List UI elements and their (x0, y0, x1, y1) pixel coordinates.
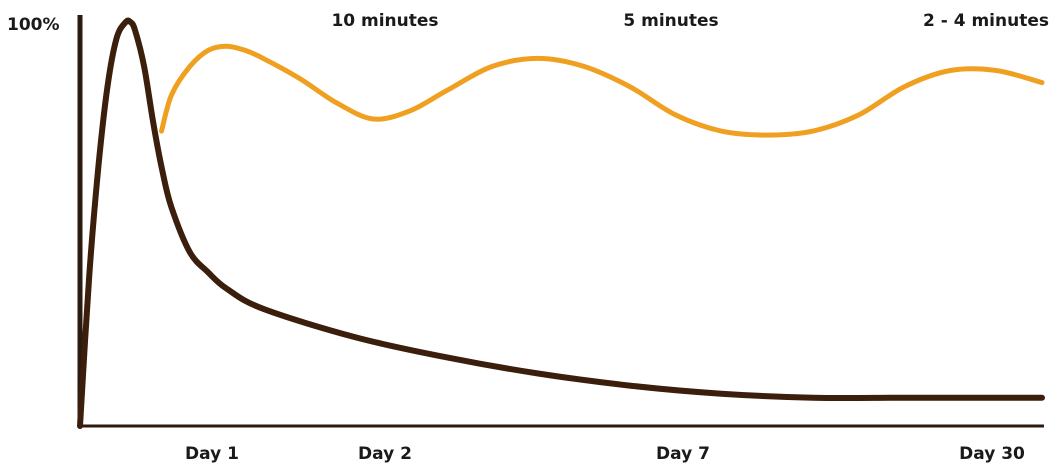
forgetting-curve-line (77, 17, 1045, 429)
annotation-5-minutes: 5 minutes (623, 11, 718, 31)
x-tick-label-day-1: Day 1 (185, 444, 239, 464)
series-lines (77, 17, 1045, 429)
annotation-10-minutes: 10 minutes (331, 11, 438, 31)
review-curve-line (159, 43, 1045, 138)
y-axis-max-label: 100% (7, 15, 60, 35)
x-tick-label-day-30: Day 30 (959, 444, 1025, 464)
x-tick-label-day-7: Day 7 (656, 444, 710, 464)
annotation-2-4-minutes: 2 - 4 minutes (923, 11, 1049, 31)
x-tick-label-day-2: Day 2 (358, 444, 412, 464)
axes (77, 15, 1044, 428)
